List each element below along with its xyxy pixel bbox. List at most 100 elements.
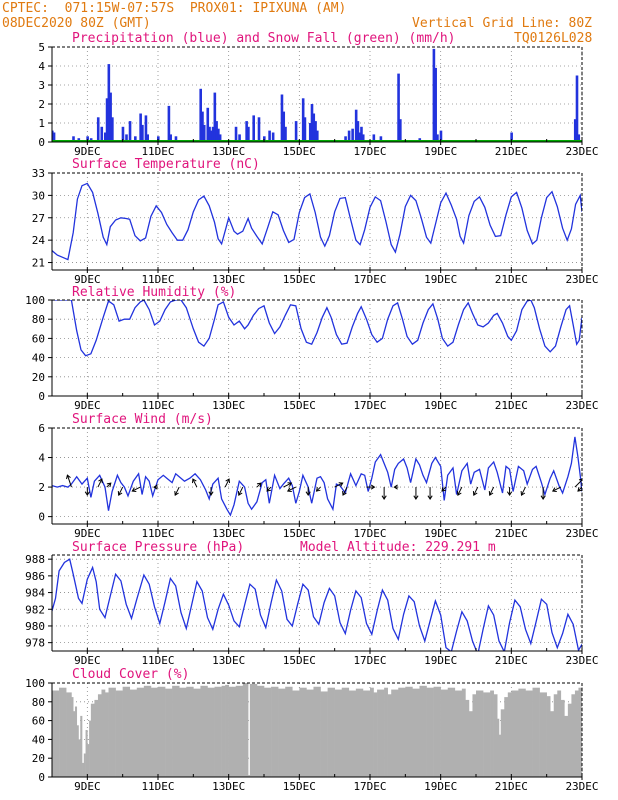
cloud-bar (105, 692, 109, 777)
cloud-bar (150, 687, 159, 777)
wind-vector-head (370, 484, 376, 490)
series-line (52, 436, 582, 517)
precip-bar (201, 111, 204, 142)
x-tick-label: 23DEC (565, 399, 598, 412)
precip-bar (72, 136, 75, 142)
cloud-bar (398, 687, 406, 777)
wind-vector (132, 486, 141, 492)
precip-bar (280, 94, 284, 142)
precip-bar (199, 88, 202, 142)
panel-plot-area (52, 683, 582, 777)
wind-vector-head (342, 491, 347, 496)
cloud-bar (108, 687, 116, 777)
precip-bar (372, 134, 376, 142)
precip-bar (169, 134, 172, 142)
cloud-bar (94, 699, 99, 777)
precip-bar (217, 128, 220, 142)
wind-vector (174, 486, 180, 496)
wind-vector-head (237, 491, 243, 496)
cloud-bar (567, 703, 572, 777)
cloud-bar (348, 690, 357, 777)
cloud-bar (560, 699, 565, 777)
x-tick-label: 13DEC (212, 399, 245, 412)
x-tick-label: 13DEC (212, 654, 245, 667)
cloud-bar (87, 744, 90, 777)
cloud-bar (327, 687, 335, 777)
y-tick-label: 40 (32, 352, 45, 365)
wind-vector (489, 486, 495, 496)
panel-plot-area (52, 558, 582, 651)
wind-vector (224, 478, 230, 488)
y-tick-label: 80 (32, 696, 45, 709)
y-tick-label: 0 (38, 511, 45, 524)
wind-vector-head (488, 491, 494, 496)
precip-bar (134, 136, 137, 142)
x-tick-label: 11DEC (141, 527, 174, 540)
precip-bar (314, 121, 317, 142)
precip-bar (52, 132, 56, 142)
x-tick-label: 17DEC (353, 145, 386, 158)
cloud-bar (384, 687, 388, 777)
cloud-bar (362, 690, 371, 777)
cloud-bar (419, 685, 427, 777)
cloud-bar (76, 725, 79, 777)
x-tick-label: 11DEC (141, 273, 174, 286)
cloud-bar (179, 687, 187, 777)
x-tick-label: 17DEC (353, 399, 386, 412)
cloud-bar (122, 686, 131, 777)
cloud-bar (278, 688, 286, 777)
y-tick-label: 27 (32, 212, 45, 225)
wind-vector-head (174, 491, 179, 496)
cloud-bar (228, 686, 233, 777)
wind-vector-head (256, 482, 262, 488)
x-tick-label: 13DEC (212, 273, 245, 286)
cloud-bar (71, 697, 74, 777)
cloud-bar (83, 753, 86, 777)
x-tick-label: 23DEC (565, 654, 598, 667)
cloud-bar (292, 690, 300, 777)
panel-title: Surface Wind (m/s) (72, 412, 213, 427)
wind-vector-head (457, 491, 462, 496)
precip-bar (271, 132, 275, 142)
header-grid-line: Vertical Grid Line: 80Z (412, 16, 593, 31)
cloud-bar (248, 775, 251, 777)
cloud-bar (90, 703, 95, 777)
x-tick-label: 9DEC (74, 273, 101, 286)
precip-bar (105, 98, 109, 142)
precip-bar (577, 134, 581, 142)
cloud-bar (504, 697, 509, 777)
panel-2: Surface Temperature (nC) 21 24 27 30 33 9DEC 11… (32, 157, 599, 286)
x-tick-label: 17DEC (353, 527, 386, 540)
cloud-bar (571, 694, 576, 777)
wind-vector-head (441, 487, 447, 492)
x-tick-label: 17DEC (353, 654, 386, 667)
cloud-bar (532, 687, 540, 777)
y-tick-label: 40 (32, 733, 45, 746)
cloud-bar (271, 686, 279, 777)
y-tick-label: 980 (25, 620, 45, 633)
cloud-bar (377, 689, 385, 777)
wind-vector-head (381, 495, 387, 501)
series-line (52, 558, 582, 651)
precip-bar (128, 121, 132, 142)
cloud-bar (143, 685, 152, 777)
wind-vector (457, 486, 463, 496)
panel-5: Surface Pressure (hPa) Model Altitude: 22… (25, 540, 598, 667)
y-tick-label: 20 (32, 371, 45, 384)
panel-title: Precipitation (blue) and Snow Fall (gree… (72, 31, 456, 46)
cloud-bar (285, 686, 293, 777)
precip-bar (107, 64, 111, 142)
cloud-bar (66, 692, 72, 777)
wind-vector-head (520, 491, 526, 496)
cloud-bar (256, 685, 265, 777)
precip-bar (125, 134, 128, 142)
cloud-bar (334, 689, 343, 777)
wind-vector-head (551, 487, 557, 492)
cloud-bar (207, 687, 215, 777)
precip-bar (167, 105, 171, 142)
panel-annotation: Model Altitude: 229.291 m (300, 540, 496, 555)
panel-plot-area (52, 48, 582, 142)
x-tick-label: 19DEC (424, 527, 457, 540)
precip-bar (111, 117, 114, 142)
y-tick-label: 60 (32, 332, 45, 345)
